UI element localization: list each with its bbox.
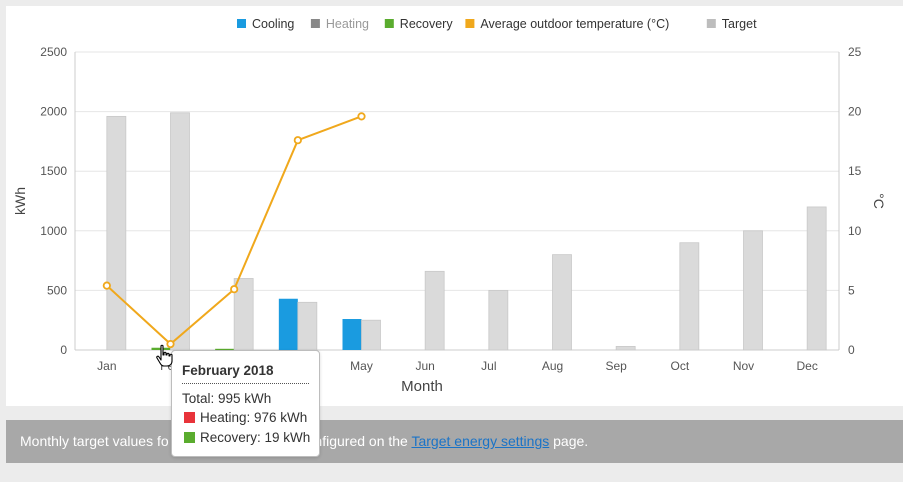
y-tick-label: 2000 — [40, 105, 67, 119]
hand-pointer-icon — [156, 344, 173, 367]
legend-swatch — [237, 19, 246, 28]
temperature-point — [166, 339, 175, 349]
bar-target — [361, 319, 381, 351]
bar-cooling — [278, 298, 298, 350]
bar-target — [552, 254, 572, 351]
energy-chart: Cooling Heating Recovery Average outdoor te… — [12, 17, 887, 395]
bar-target — [679, 242, 700, 351]
y-axis-title: kWh — [12, 187, 28, 215]
y2-tick-label: 20 — [848, 105, 862, 119]
y-tick-label: 1500 — [40, 164, 67, 178]
info-text-end: page. — [553, 433, 589, 449]
legend-label: Target — [722, 17, 757, 31]
target-energy-settings-link[interactable]: Target energy settings — [411, 433, 550, 449]
tooltip-recovery-label: Recovery: 19 kWh — [200, 430, 311, 445]
legend: Cooling Heating Recovery Average outdoor te… — [237, 17, 757, 31]
bar-target — [615, 346, 636, 351]
tooltip-row-recovery: Recovery: 19 kWh — [184, 430, 310, 445]
y2-tick-label: 0 — [848, 343, 855, 357]
bar-target — [806, 206, 827, 351]
tooltip-title: February 2018 — [182, 363, 274, 378]
x-tick-label: Nov — [733, 359, 754, 373]
recovery-swatch — [184, 432, 195, 443]
info-text: Monthly target values fo configured on th… — [20, 420, 588, 463]
x-axis-title: Month — [401, 378, 443, 395]
x-tick-label: Jan — [97, 359, 116, 373]
y-tick-label: 2500 — [40, 45, 67, 59]
bars — [106, 112, 827, 351]
chart-tooltip: February 2018 Total: 995 kWh Heating: 97… — [171, 350, 320, 457]
x-tick-label: Sep — [605, 359, 627, 373]
bar-target — [170, 112, 190, 351]
y2-tick-label: 5 — [848, 283, 855, 297]
tooltip-row-heating: Heating: 976 kWh — [184, 410, 307, 425]
info-text-middle: configured on the — [299, 433, 408, 449]
bar-target — [106, 115, 127, 351]
x-tick-label: Oct — [670, 359, 689, 373]
y-tick-label: 0 — [60, 343, 67, 357]
temperature-point — [357, 112, 366, 121]
x-tick-label: Jun — [415, 359, 434, 373]
tooltip-divider — [182, 383, 309, 384]
legend-swatch — [384, 19, 394, 28]
temperature-point — [102, 281, 111, 290]
bar-target — [488, 289, 509, 351]
chart-panel: Cooling Heating Recovery Average outdoor te… — [6, 6, 903, 406]
legend-swatch — [706, 19, 716, 28]
temperature-line — [102, 112, 366, 349]
gridlines — [75, 51, 839, 351]
y2-tick-label: 10 — [848, 224, 862, 238]
temperature-point — [293, 136, 302, 145]
info-bar: Monthly target values fo configured on th… — [6, 420, 903, 463]
bar-target — [424, 270, 445, 351]
bar-recovery — [215, 348, 235, 351]
tooltip-total: Total: 995 kWh — [182, 391, 272, 406]
y-tick-label: 1000 — [40, 224, 67, 238]
temperature-point — [230, 285, 239, 294]
y2-tick-label: 15 — [848, 164, 862, 178]
bar-target — [297, 301, 318, 351]
y-tick-label: 500 — [47, 283, 67, 297]
x-tick-label: May — [350, 359, 373, 373]
legend-label: Cooling — [252, 17, 294, 31]
info-text-start: Monthly target values fo — [20, 433, 169, 449]
heating-swatch — [184, 412, 195, 423]
legend-label: Average outdoor temperature (°C) — [480, 17, 669, 31]
y2-tick-label: 25 — [848, 45, 862, 59]
bar-cooling — [342, 319, 362, 350]
tooltip-heating-label: Heating: 976 kWh — [200, 410, 308, 425]
x-tick-label: Dec — [796, 359, 817, 373]
bar-target — [743, 230, 763, 351]
y2-axis-title: °C — [871, 193, 887, 209]
legend-swatch — [310, 19, 320, 28]
x-tick-label: Aug — [542, 359, 563, 373]
x-tick-label: Jul — [481, 359, 496, 373]
legend-label: Recovery — [400, 17, 454, 31]
legend-label: Heating — [326, 17, 369, 31]
legend-swatch — [465, 19, 475, 28]
